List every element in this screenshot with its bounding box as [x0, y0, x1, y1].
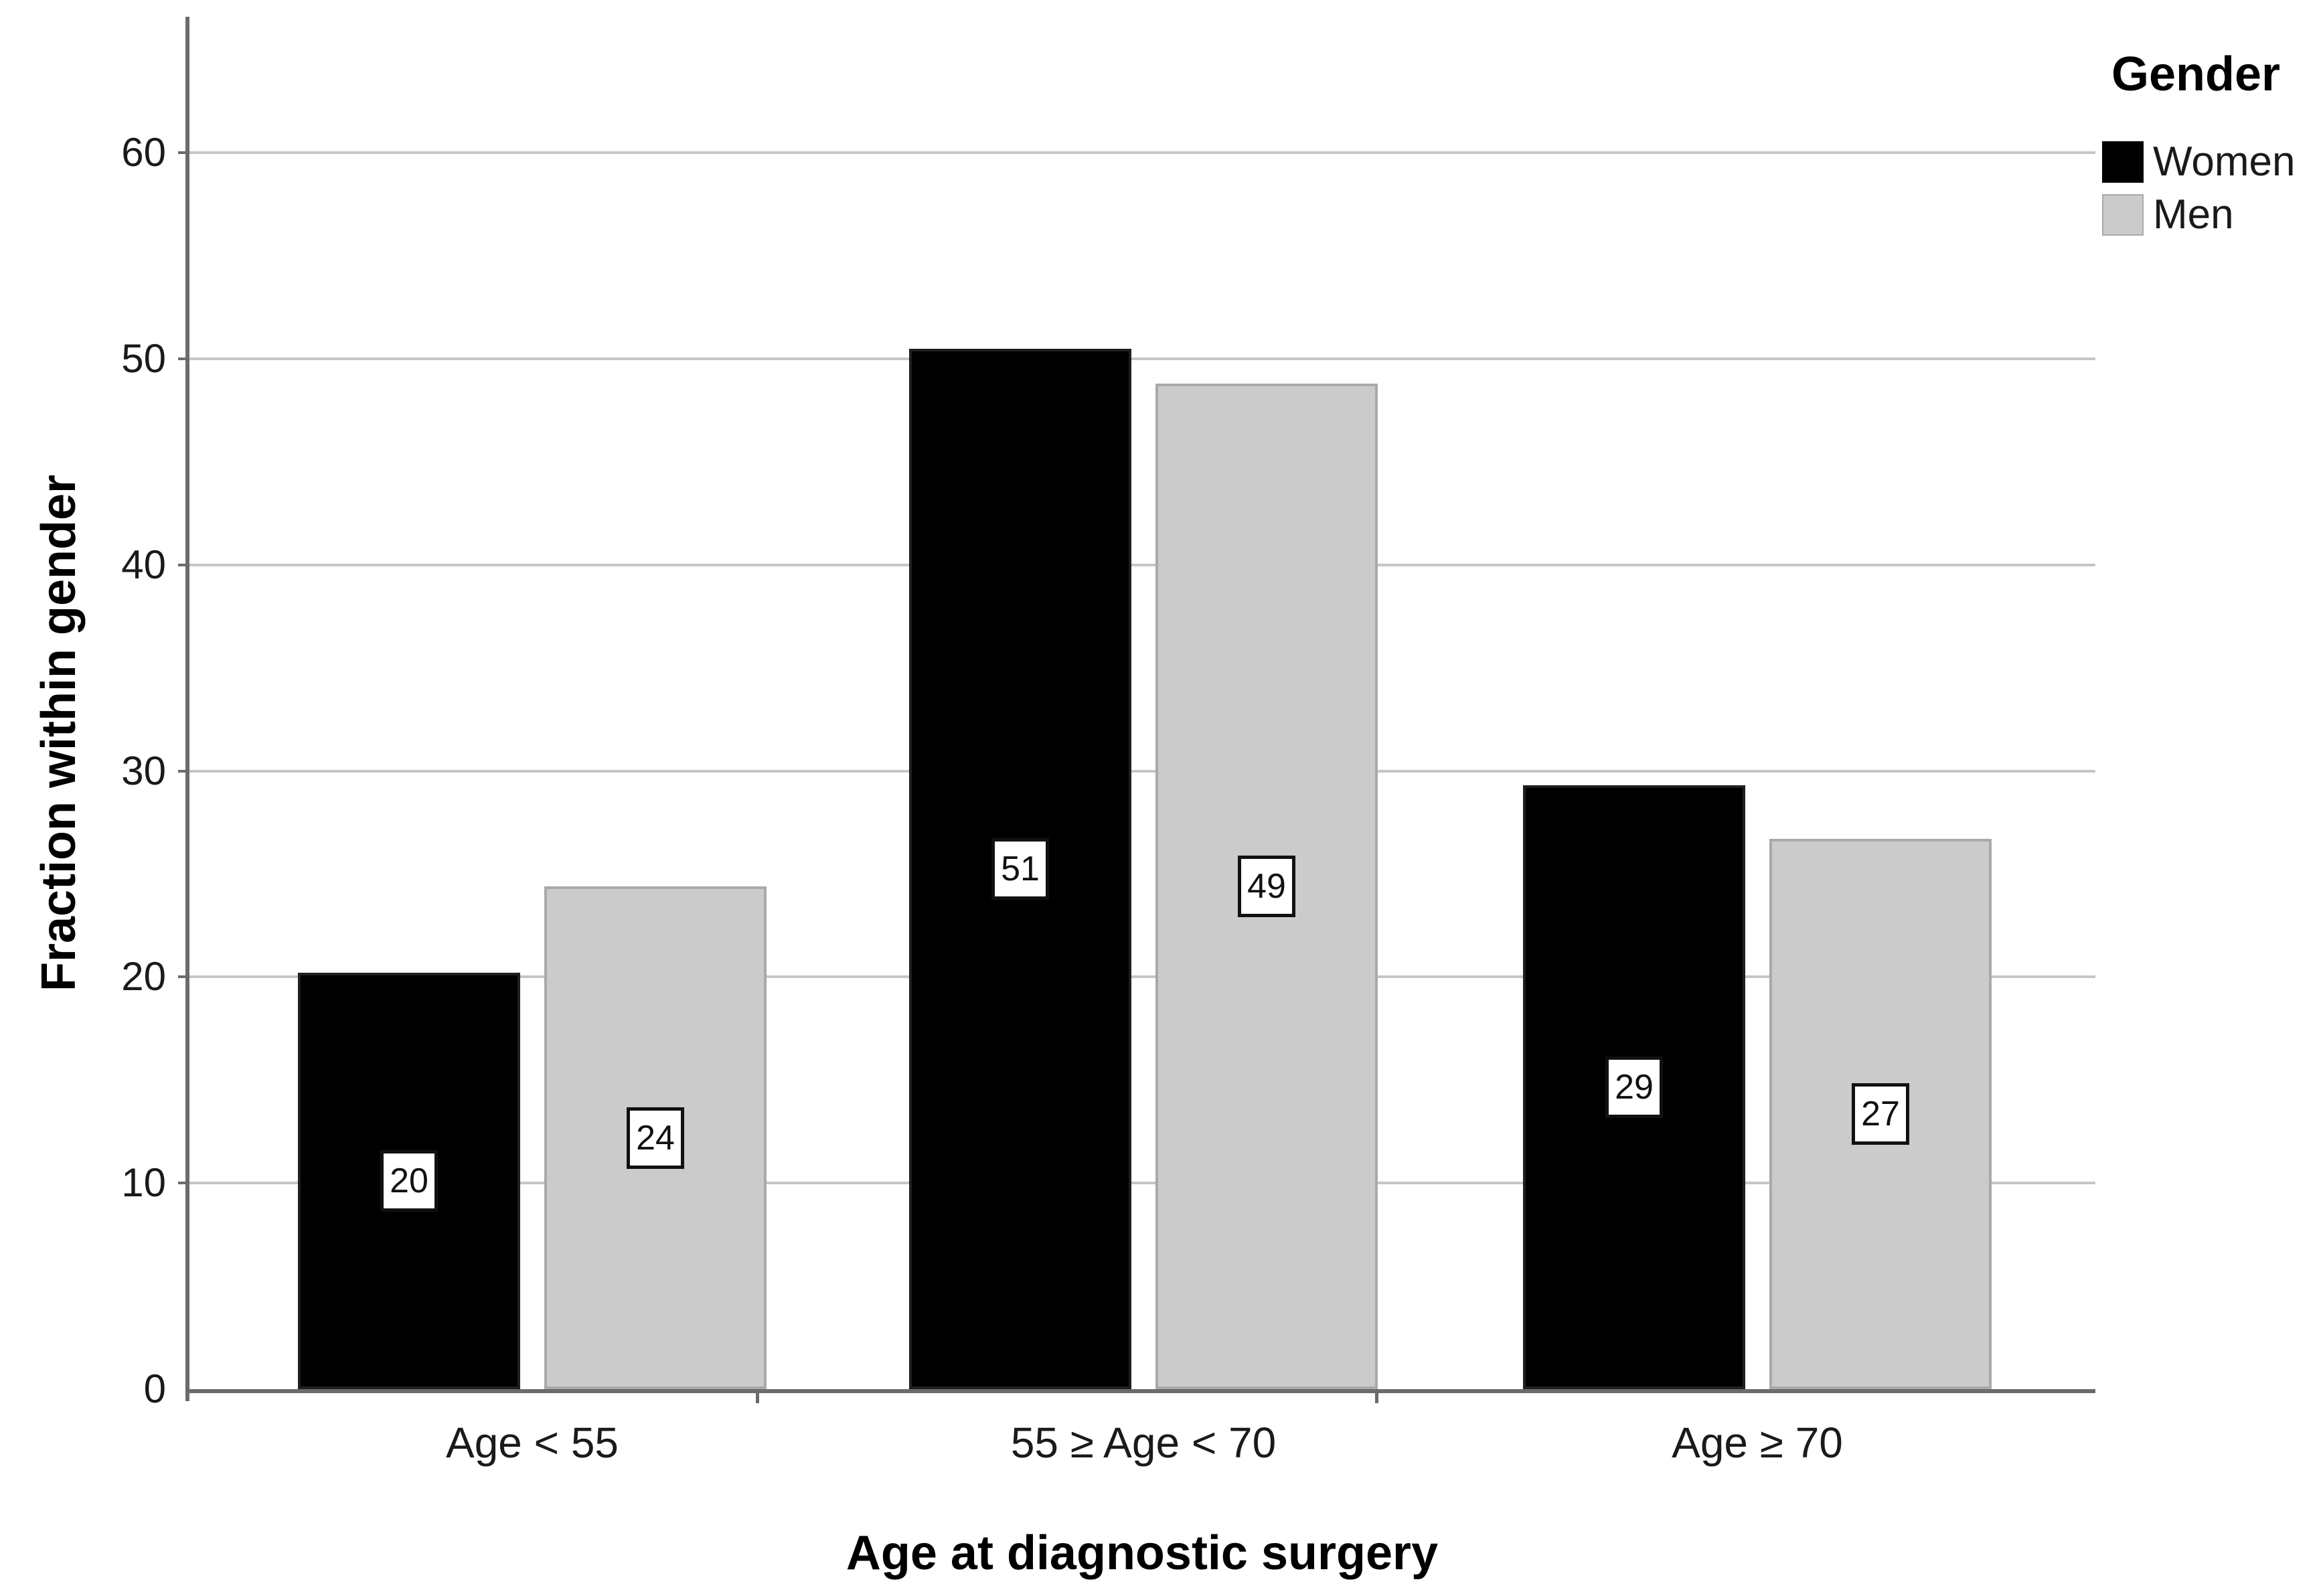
y-tick-mark: [178, 357, 189, 360]
gridline: [189, 975, 2095, 979]
x-category-label: Age ≥ 70: [1672, 1419, 1843, 1467]
bar-value-label: 29: [1605, 1056, 1663, 1118]
y-tick-mark: [178, 151, 189, 155]
y-axis-line: [185, 17, 189, 1401]
y-tick-label: 0: [143, 1366, 166, 1411]
y-tick-mark: [178, 975, 189, 979]
y-tick-label: 40: [121, 542, 166, 587]
legend-label-women: Women: [2153, 139, 2296, 185]
bar-value-label: 24: [627, 1107, 684, 1169]
x-axis-title: Age at diagnostic surgery: [846, 1526, 1439, 1580]
x-boundary-tick: [1375, 1393, 1378, 1403]
legend-label-men: Men: [2153, 191, 2234, 238]
x-category-label: Age < 55: [446, 1419, 619, 1467]
legend-swatch-men: [2102, 193, 2144, 236]
gridline: [189, 1182, 2095, 1185]
legend-title: Gender: [2111, 48, 2281, 101]
legend-item-men: Men: [2102, 191, 2234, 238]
bar-value-label: 20: [380, 1150, 438, 1212]
legend-item-women: Women: [2102, 138, 2296, 185]
x-axis-line: [185, 1389, 2095, 1393]
y-tick-label: 20: [121, 954, 166, 1000]
y-tick-label: 50: [121, 335, 166, 381]
y-tick-mark: [178, 1182, 189, 1185]
gridline: [189, 357, 2095, 360]
x-category-label: 55 ≥ Age < 70: [1010, 1419, 1277, 1467]
legend-swatch-women: [2102, 141, 2144, 183]
y-tick-label: 10: [121, 1160, 166, 1206]
y-tick-label: 60: [121, 130, 166, 175]
bar-value-label: 51: [991, 838, 1049, 900]
bar-value-label: 27: [1852, 1083, 1909, 1145]
y-tick-mark: [178, 563, 189, 566]
y-tick-label: 30: [121, 748, 166, 793]
x-boundary-tick: [756, 1393, 759, 1403]
bar-value-label: 49: [1238, 856, 1295, 917]
gridline: [189, 769, 2095, 773]
gridline: [189, 563, 2095, 566]
gridline: [189, 151, 2095, 155]
y-tick-mark: [178, 769, 189, 773]
